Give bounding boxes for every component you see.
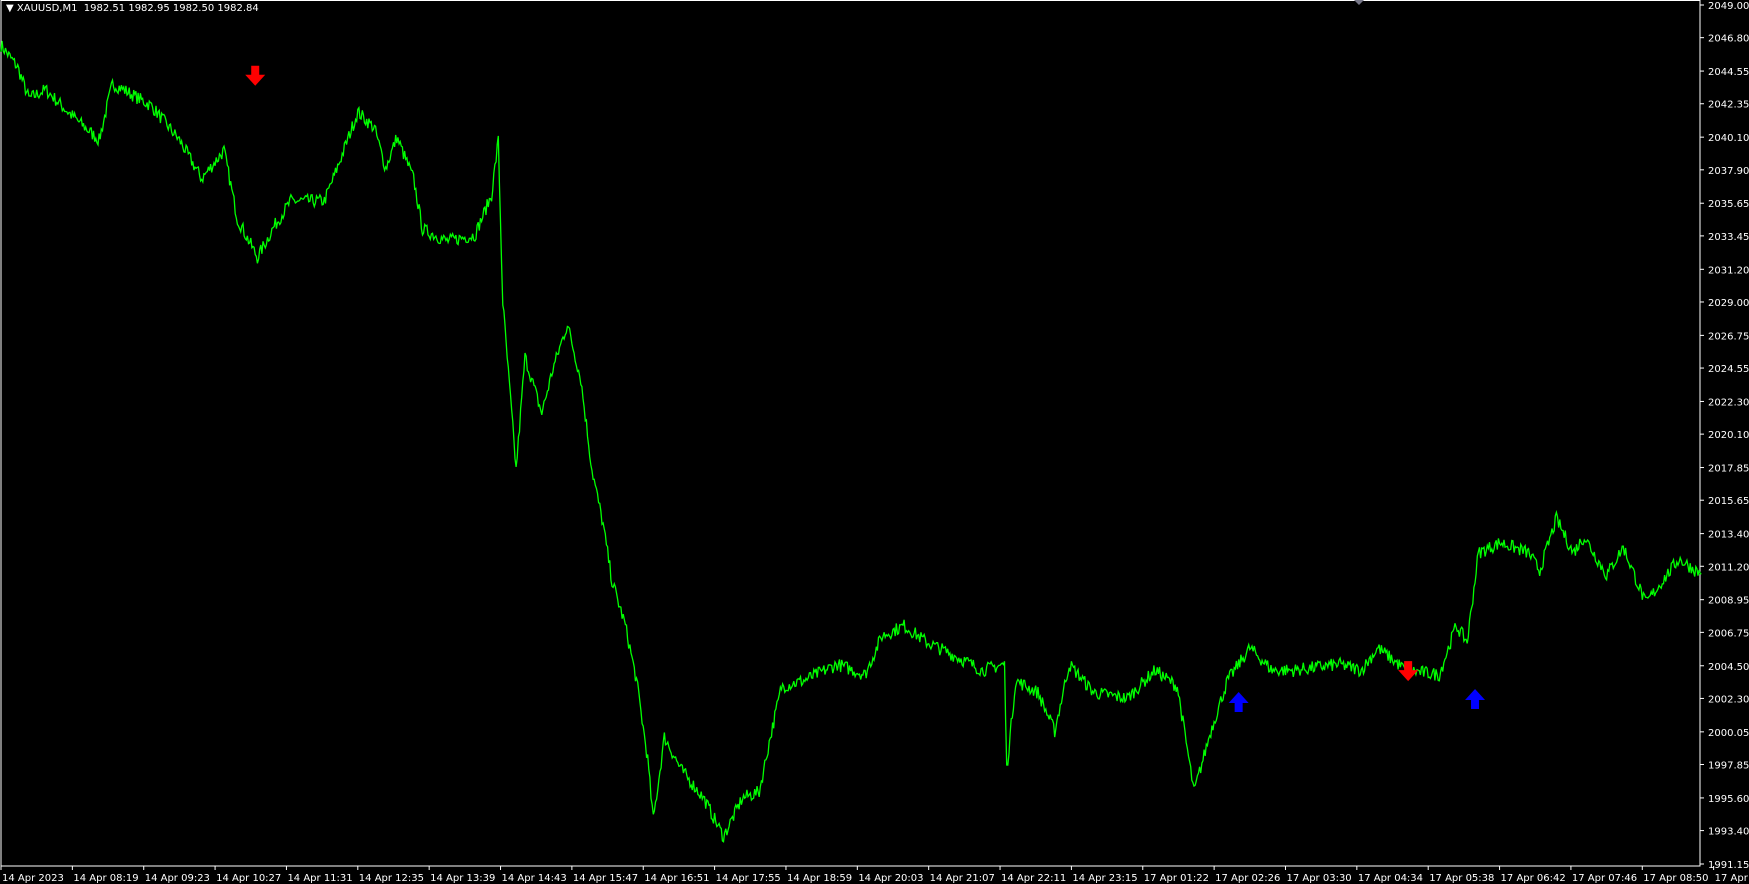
price-label: 1993.40 [1708,827,1749,838]
time-label: 17 Apr 05:38 [1429,873,1494,884]
time-label: 17 Apr 07:46 [1572,873,1637,884]
time-label: 17 Apr 04:34 [1358,873,1423,884]
price-label: 2002.30 [1708,694,1749,705]
time-label: 17 Apr 02:26 [1215,873,1280,884]
price-label: 2022.30 [1708,397,1749,408]
price-label: 2026.75 [1708,331,1749,342]
time-label: 14 Apr 17:55 [716,873,781,884]
time-label: 14 Apr 12:35 [359,873,424,884]
ohlc-values: 1982.51 1982.95 1982.50 1982.84 [83,3,259,14]
time-label: 14 Apr 18:59 [787,873,852,884]
price-label: 2013.40 [1708,530,1749,541]
time-label: 14 Apr 11:31 [287,873,352,884]
price-label: 2037.90 [1708,166,1749,177]
price-label: 2042.35 [1708,100,1749,111]
time-label: 14 Apr 10:27 [216,873,281,884]
time-label: 14 Apr 23:15 [1072,873,1137,884]
price-label: 2008.95 [1708,596,1749,607]
time-label: 14 Apr 08:19 [73,873,138,884]
price-label: 2046.80 [1708,34,1749,45]
time-label: 14 Apr 09:23 [145,873,210,884]
price-label: 2044.55 [1708,67,1749,78]
price-label: 2049.00 [1708,1,1749,12]
dropdown-triangle-icon[interactable]: ▼ [6,3,14,14]
price-label: 2035.65 [1708,199,1749,210]
time-label: 17 Apr 03:30 [1286,873,1351,884]
chart-header: ▼ XAUUSD,M1 1982.51 1982.95 1982.50 1982… [6,3,259,14]
signal-arrows [245,65,1486,712]
time-label: 14 Apr 20:03 [858,873,923,884]
time-label: 17 Apr 01:22 [1144,873,1209,884]
time-label: 14 Apr 21:07 [930,873,995,884]
time-label: 14 Apr 14:43 [502,873,567,884]
price-label: 2015.65 [1708,496,1749,507]
price-label: 2017.85 [1708,464,1749,475]
buy-arrow-icon [1228,691,1249,712]
time-label: 14 Apr 2023 [2,873,64,884]
price-label: 2020.10 [1708,430,1749,441]
time-label: 14 Apr 16:51 [644,873,709,884]
plot-border [0,0,1701,867]
price-label: 2033.45 [1708,232,1749,243]
time-label: 14 Apr 13:39 [430,873,495,884]
price-label: 1997.85 [1708,761,1749,772]
sell-arrow-icon [1398,661,1419,682]
price-label: 2031.20 [1708,265,1749,276]
price-series [0,40,1702,843]
time-label: 17 Apr 08:50 [1643,873,1708,884]
price-label: 2024.55 [1708,364,1749,375]
price-line [0,40,1702,843]
price-label: 2004.50 [1708,662,1749,673]
price-label: 2040.10 [1708,133,1749,144]
price-label: 2029.00 [1708,298,1749,309]
buy-arrow-icon [1465,688,1486,709]
price-label: 1995.60 [1708,794,1749,805]
price-label: 2006.75 [1708,628,1749,639]
time-label: 14 Apr 15:47 [573,873,638,884]
price-label: 2011.20 [1708,562,1749,573]
time-label: 17 Apr 09:54 [1715,873,1749,884]
time-label: 14 Apr 22:11 [1001,873,1066,884]
shift-marker-icon [1354,0,1364,5]
symbol-label: XAUUSD,M1 [16,3,78,14]
price-label: 2000.05 [1708,728,1749,739]
time-label: 17 Apr 06:42 [1501,873,1566,884]
sell-arrow-icon [245,65,266,86]
price-label: 1991.15 [1708,860,1749,871]
